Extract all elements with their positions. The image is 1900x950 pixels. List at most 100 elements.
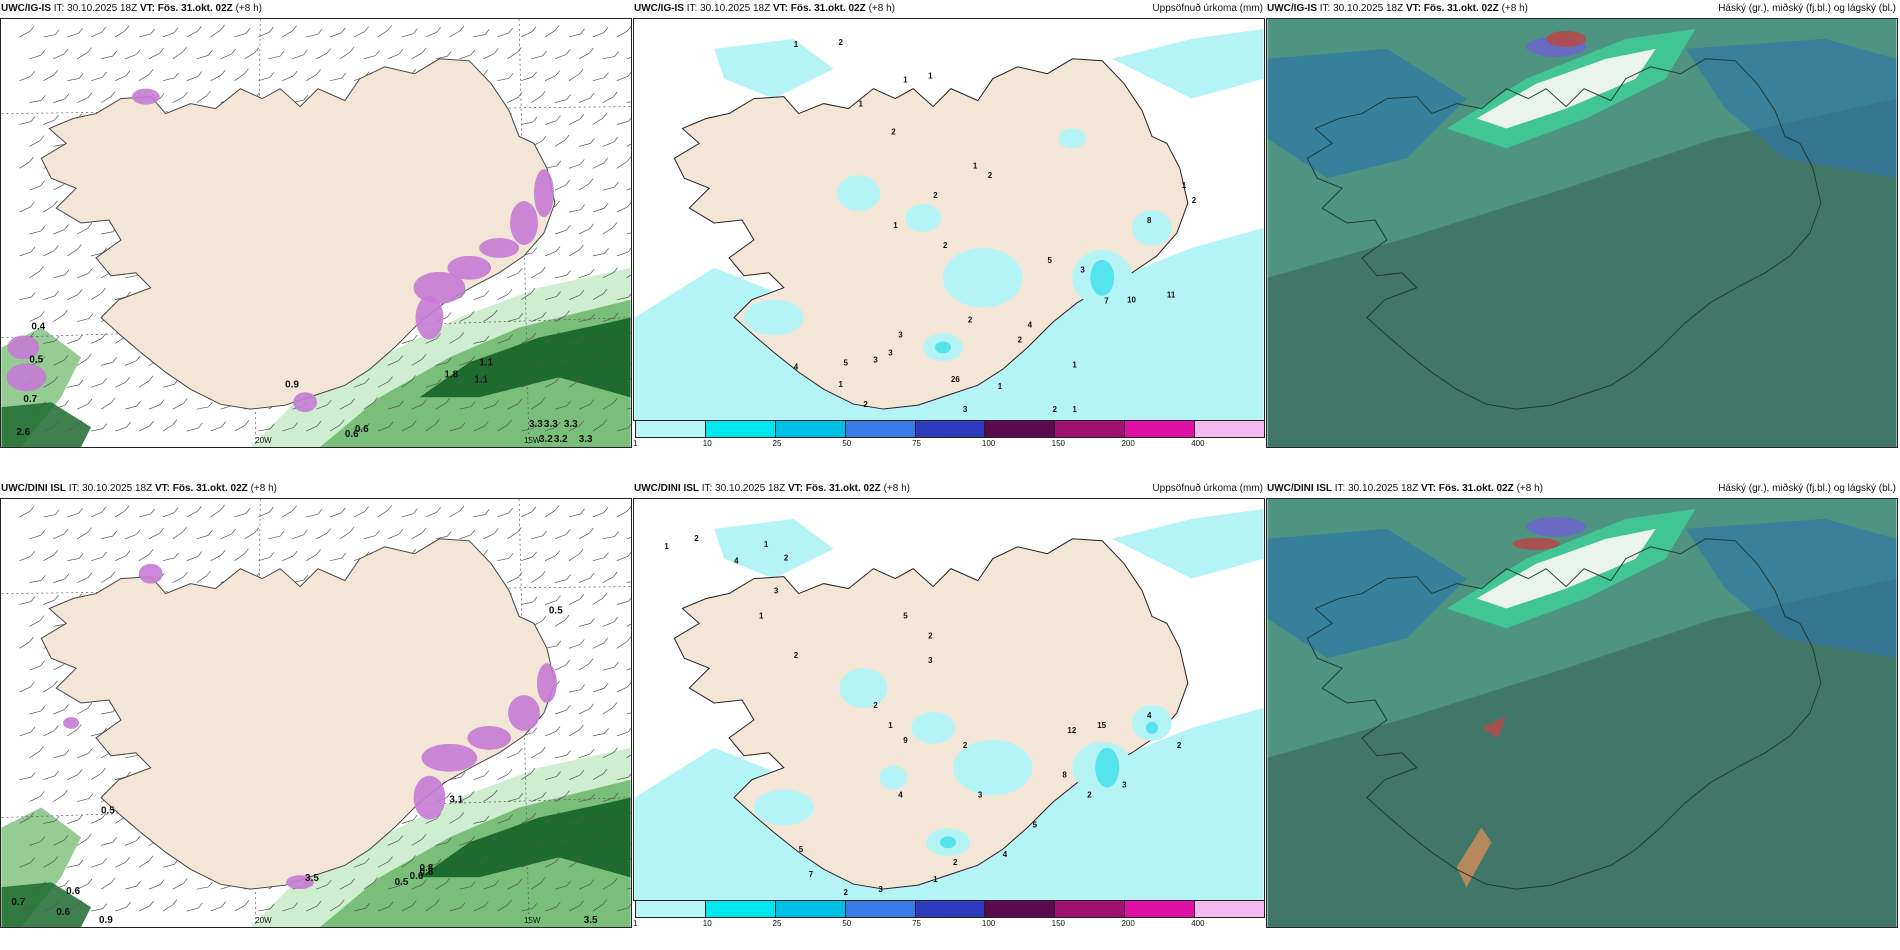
precip-patch bbox=[905, 204, 942, 232]
wind-barb bbox=[353, 31, 365, 38]
wind-barb bbox=[124, 840, 137, 846]
wind-barb bbox=[67, 819, 79, 824]
wind-barb bbox=[483, 359, 495, 366]
wind-barb bbox=[616, 296, 629, 301]
wind-barb-flag bbox=[556, 291, 561, 297]
wind-barb-flag bbox=[206, 570, 211, 577]
wind-barb-flag bbox=[375, 530, 380, 536]
wind-barb bbox=[67, 512, 79, 518]
wind-barb bbox=[282, 510, 293, 518]
wind-barb-flag bbox=[111, 571, 116, 577]
wind-barb bbox=[521, 121, 533, 125]
wind-barb-flag bbox=[341, 507, 346, 514]
wind-barb bbox=[91, 337, 103, 344]
precip-value-label: 2 bbox=[784, 554, 789, 563]
precip-area-south bbox=[634, 227, 1264, 420]
precip-patch bbox=[1132, 210, 1172, 246]
precip-value-label: 3 bbox=[963, 405, 968, 414]
wind-barb bbox=[425, 903, 436, 912]
wind-barb-flag bbox=[447, 837, 452, 843]
wind-barb bbox=[459, 406, 472, 410]
wind-barb-flag bbox=[580, 159, 585, 165]
wind-barb-flag bbox=[469, 311, 475, 317]
wind-barb-flag bbox=[303, 529, 308, 535]
wind-barb bbox=[330, 557, 342, 562]
wind-barb-flag bbox=[77, 419, 82, 426]
wind-barb-flag bbox=[603, 157, 608, 164]
wind-barb-flag bbox=[40, 791, 45, 797]
wind-barb-flag bbox=[398, 355, 404, 361]
wind-barb bbox=[602, 272, 614, 279]
wind-barb bbox=[196, 886, 209, 890]
wind-barb-flag bbox=[517, 47, 522, 53]
wind-barb bbox=[592, 77, 605, 82]
wind-barb bbox=[53, 578, 65, 583]
wind-barb bbox=[114, 861, 127, 868]
wind-barb bbox=[53, 664, 65, 671]
wind-barb-flag bbox=[364, 26, 369, 32]
lon-label-20w: 20W bbox=[255, 916, 272, 925]
precip-map-1: 1 2 1 2 1 1 1 2 2 1 2 8 1 2 5 3 10 11 7 4 2 3 3 3 5 4 1 2 26 1 2 1 1 3 2 bbox=[633, 18, 1265, 421]
wind-barb-flag bbox=[564, 134, 570, 141]
wind-barb bbox=[339, 51, 351, 60]
wind-barb bbox=[67, 729, 78, 737]
wind-barb-flag bbox=[53, 245, 59, 251]
wind-barb bbox=[616, 337, 628, 344]
wind-barb bbox=[125, 275, 137, 279]
precip-patch bbox=[879, 765, 908, 790]
precip-value-label: 2 bbox=[963, 741, 968, 750]
precip-legend-ticks-1: 1 10 25 50 75 100 150 200 400 bbox=[633, 439, 1263, 450]
wind-barb-flag bbox=[517, 878, 523, 885]
wind-barb-flag bbox=[63, 835, 69, 841]
precip-value-label: 4 bbox=[794, 362, 799, 371]
wind-barb bbox=[578, 663, 590, 671]
precip-value-label: 1 bbox=[1072, 405, 1077, 414]
wind-barb-flag bbox=[102, 551, 107, 558]
precip-value-label: 2 bbox=[1087, 791, 1092, 800]
wind-barb bbox=[91, 732, 103, 737]
wind-barb bbox=[53, 184, 65, 191]
wind-barb bbox=[29, 710, 42, 715]
wind-barb-flag bbox=[483, 855, 488, 862]
wind-barb-flag bbox=[317, 509, 323, 515]
legend-swatch bbox=[775, 901, 846, 917]
wind-barb bbox=[497, 819, 509, 824]
wind-barb bbox=[53, 53, 65, 60]
wind-barb-flag bbox=[54, 29, 60, 35]
wind-barb-flag bbox=[532, 378, 537, 384]
legend-swatch bbox=[636, 421, 706, 437]
wind-barb-flag bbox=[627, 71, 631, 77]
wind-barb bbox=[172, 576, 184, 583]
wind-barb bbox=[138, 905, 150, 912]
wind-barb bbox=[210, 509, 221, 518]
wind-barb bbox=[186, 511, 198, 518]
wind-barb bbox=[554, 885, 567, 890]
wind-barb-flag bbox=[532, 858, 537, 864]
wind-barb-flag bbox=[484, 29, 490, 35]
wind-value-label: 3.3 bbox=[529, 419, 543, 430]
wind-barb bbox=[282, 555, 294, 562]
cloud-orange-streak bbox=[1456, 827, 1492, 888]
wind-barb bbox=[114, 381, 127, 388]
wind-barb bbox=[568, 294, 581, 301]
precip-value-label: 1 bbox=[893, 221, 898, 230]
wind-barb-flag bbox=[244, 68, 249, 75]
wind-barb bbox=[19, 907, 32, 912]
wind-barb-flag bbox=[580, 204, 585, 210]
wind-barb-flag bbox=[460, 291, 466, 298]
wind-barb bbox=[483, 794, 494, 802]
wind-barb bbox=[568, 774, 581, 781]
wind-barb bbox=[114, 30, 126, 38]
wind-barb bbox=[483, 884, 495, 890]
wind-barb-flag bbox=[110, 877, 116, 883]
wind-barb bbox=[507, 532, 518, 540]
legend-swatch bbox=[845, 421, 916, 437]
wind-barb-flag bbox=[532, 71, 537, 78]
wind-barb-flag bbox=[626, 505, 631, 512]
wind-barb bbox=[91, 863, 103, 868]
wind-barb bbox=[114, 75, 127, 82]
wind-barb-flag bbox=[365, 903, 370, 909]
wind-barb-flag bbox=[30, 292, 36, 298]
wind-barb-flag bbox=[436, 507, 441, 513]
wind-barb bbox=[101, 55, 113, 60]
